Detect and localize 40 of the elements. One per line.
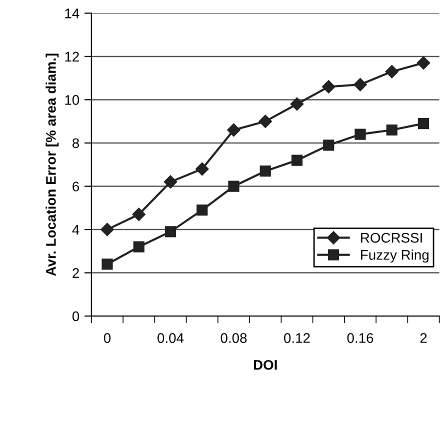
x-tick-label: 0.12 bbox=[284, 333, 310, 343]
point bbox=[354, 78, 367, 92]
y-tick-label: 0 bbox=[72, 311, 80, 322]
point bbox=[196, 162, 209, 176]
y-axis-title: Avr. Location Error [% area diam.] bbox=[46, 54, 59, 276]
point bbox=[164, 226, 176, 238]
legend-label: Fuzzy Ring bbox=[361, 250, 428, 263]
point bbox=[102, 258, 113, 270]
point bbox=[227, 123, 240, 137]
point bbox=[322, 80, 336, 94]
y-tick-label: 12 bbox=[65, 52, 79, 62]
point bbox=[291, 154, 303, 166]
y-tick-label: 10 bbox=[65, 95, 80, 105]
point bbox=[132, 208, 146, 221]
point bbox=[385, 65, 398, 78]
y-tick-label: 14 bbox=[65, 8, 80, 18]
point bbox=[133, 241, 144, 252]
point bbox=[164, 175, 178, 189]
x-tick-label: 2 bbox=[420, 333, 427, 343]
y-tick-label: 6 bbox=[72, 182, 80, 192]
point bbox=[323, 140, 334, 151]
x-tick-label: 0 bbox=[104, 333, 111, 343]
y-tick-label: 4 bbox=[72, 225, 80, 235]
point bbox=[258, 114, 272, 128]
x-tick-label: 0.04 bbox=[158, 333, 184, 343]
point bbox=[354, 128, 366, 140]
x-axis-title: DOI bbox=[254, 360, 277, 370]
point bbox=[416, 56, 430, 70]
point bbox=[260, 166, 271, 177]
legend-label: ROCRSSI bbox=[361, 232, 422, 243]
point bbox=[290, 97, 304, 111]
point bbox=[196, 204, 208, 216]
y-tick-label: 8 bbox=[72, 138, 80, 148]
x-tick-label: 0.08 bbox=[220, 333, 247, 343]
point bbox=[100, 222, 114, 236]
y-tick-label: 2 bbox=[72, 268, 79, 278]
point bbox=[418, 118, 430, 130]
point bbox=[228, 180, 240, 192]
point bbox=[386, 124, 398, 136]
x-tick-label: 0.16 bbox=[347, 333, 374, 343]
